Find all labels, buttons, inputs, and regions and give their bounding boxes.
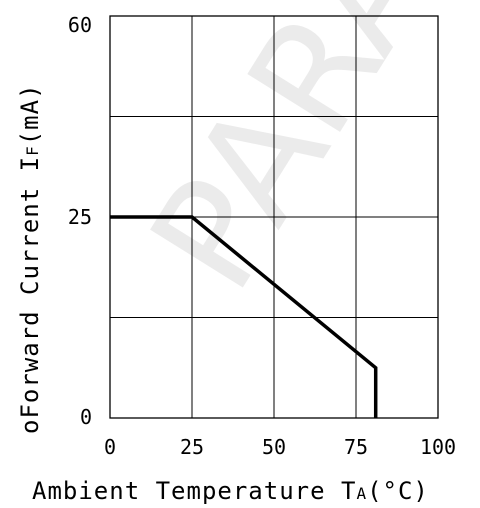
x-tick-label: 100 [420,435,456,459]
x-tick-label: 50 [262,435,286,459]
x-axis-title: Ambient Temperature TA(°C) [32,477,429,505]
y-tick-label: 60 [68,13,92,37]
watermark: PARA [118,0,469,319]
y-axis-title: oForward Current IF(mA) [16,83,44,434]
y-tick-label: 0 [80,405,92,429]
x-tick-label: 25 [180,435,204,459]
x-tick-labels: 0 25 50 75 100 [104,435,456,459]
y-tick-labels: 0 25 60 [68,13,92,429]
x-tick-label: 75 [344,435,368,459]
x-tick-label: 0 [104,435,116,459]
y-tick-label: 25 [68,205,92,229]
series-line [110,215,378,418]
